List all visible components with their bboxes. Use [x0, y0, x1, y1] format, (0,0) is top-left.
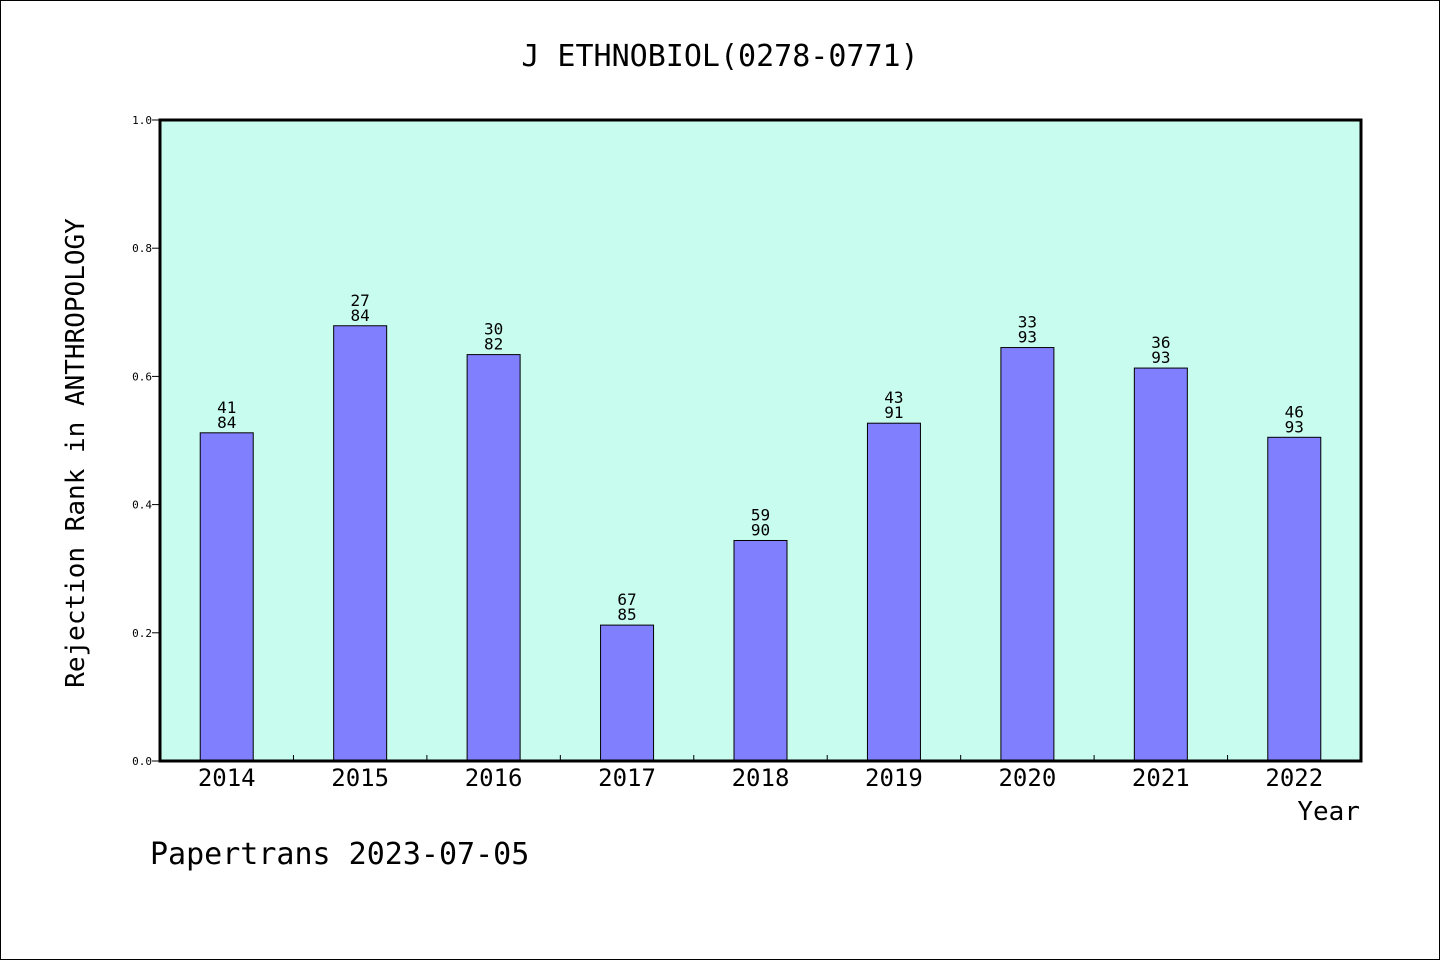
x-tick-label: 2022 [1265, 764, 1323, 792]
bar-label-total: 84 [351, 306, 370, 325]
footer-credit: Papertrans 2023-07-05 [150, 837, 529, 872]
x-tick-label: 2017 [598, 764, 656, 792]
bar-label-total: 85 [617, 605, 636, 624]
x-tick-label: 2018 [732, 764, 790, 792]
x-tick-label: 2014 [198, 764, 256, 792]
y-tick-label: 0.4 [132, 499, 152, 512]
x-tick-label: 2019 [865, 764, 923, 792]
bar [333, 325, 388, 762]
bar-label-rank: 36 [1151, 333, 1170, 352]
y-axis-label: Rejection Rank in ANTHROPOLOGY [61, 218, 91, 688]
bar-label-rank: 33 [1018, 313, 1037, 332]
bar-label-total: 93 [1018, 328, 1037, 347]
y-tick-label: 1.0 [132, 114, 152, 127]
bar-label-total: 84 [217, 413, 236, 432]
x-tick-label: 2021 [1132, 764, 1190, 792]
bar [733, 539, 788, 762]
x-axis-label: Year [1297, 797, 1360, 827]
bar [1133, 367, 1188, 762]
y-tick-label: 0.2 [132, 627, 152, 640]
bar [199, 432, 254, 762]
bar-label-total: 93 [1151, 348, 1170, 367]
y-axis: 0.0 0.2 0.4 0.6 0.8 1.0 [132, 114, 160, 768]
bar-label-rank: 43 [884, 388, 903, 407]
bar-label-total: 90 [751, 520, 770, 539]
bar-label-rank: 46 [1285, 402, 1304, 421]
bar-label-rank: 41 [217, 398, 236, 417]
plot-border [158, 118, 1363, 763]
bar-label-rank: 67 [617, 590, 636, 609]
bar-label-rank: 59 [751, 505, 770, 524]
bar-label-total: 82 [484, 335, 503, 354]
x-tick-label: 2016 [465, 764, 523, 792]
bar [1000, 347, 1055, 762]
y-tick-label: 0.8 [132, 242, 152, 255]
bar [600, 624, 655, 762]
bar-label-total: 91 [884, 403, 903, 422]
bar [866, 422, 921, 762]
y-tick-label: 0.6 [132, 370, 152, 383]
bar [1267, 436, 1322, 762]
x-tick-label: 2015 [331, 764, 389, 792]
bar-label-rank: 27 [351, 291, 370, 310]
x-axis: 2014 2015 2016 2017 2018 2019 2020 2021 2022 [198, 755, 1323, 792]
y-tick-label: 0.0 [132, 755, 152, 768]
bar [466, 354, 521, 762]
x-tick-label: 2020 [998, 764, 1056, 792]
bar-label-rank: 30 [484, 320, 503, 339]
chart-title: J ETHNOBIOL(0278-0771) [521, 39, 918, 74]
bar-label-total: 93 [1285, 417, 1304, 436]
